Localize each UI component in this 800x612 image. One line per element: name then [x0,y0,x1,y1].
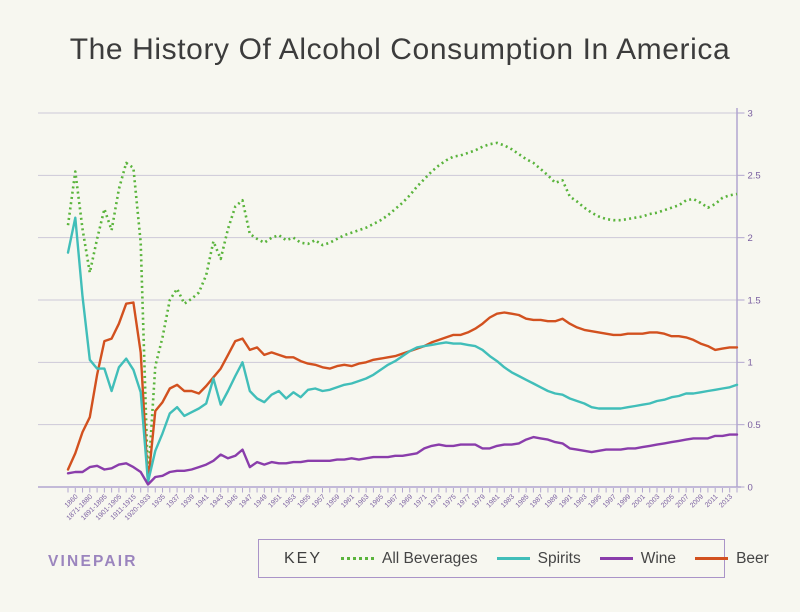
legend-swatch-all-beverages [341,557,375,560]
x-tick-label: 1999 [616,493,632,509]
x-tick-label: 1947 [238,493,254,509]
x-tick-label: 1941 [195,493,211,509]
x-tick-label: 1971 [413,493,429,509]
x-axis [38,486,741,493]
y-tick-label: 0.5 [748,420,761,431]
x-tick-label: 2003 [645,493,661,509]
x-tick-label: 1983 [500,493,516,509]
y-tick-label: 1 [748,358,753,369]
legend-label-spirits: Spirits [537,549,581,567]
x-tick-labels: 18601871-18801891-18951901-19051911-1915… [64,493,734,522]
x-tick-label: 1993 [573,493,589,509]
legend-item-spirits: Spirits [496,549,581,568]
legend-swatch-beer [695,557,729,560]
x-tick-label: 1939 [180,493,196,509]
x-tick-label: 2005 [660,493,676,509]
legend-item-all-beverages: All Beverages [341,550,478,568]
x-tick-label: 1963 [355,493,371,509]
line-spirits [66,216,739,484]
x-tick-label: 1953 [282,493,298,509]
x-tick-label: 1957 [311,493,327,509]
x-tick-label: 1973 [427,493,443,509]
x-tick-label: 2011 [704,493,720,509]
line-all-beverages [66,141,738,483]
x-tick-label: 1943 [209,493,225,509]
x-tick-label: 1987 [529,493,545,509]
x-tick-label: 1979 [471,493,487,509]
x-tick-label: 1989 [544,493,560,509]
x-tick-label: 1967 [384,493,400,509]
x-tick-label: 1975 [442,493,458,509]
legend-swatch-spirits [496,557,530,560]
legend-label-all-beverages: All Beverages [382,549,478,567]
x-tick-label: 1935 [151,493,167,509]
line-wine [66,433,739,486]
x-tick-label: 2001 [631,493,647,509]
x-tick-label: 2009 [689,493,705,509]
x-tick-label: 1937 [166,493,182,509]
legend-swatch-wine [599,557,633,560]
y-tick-label: 2.5 [748,171,761,182]
x-tick-label: 1995 [587,493,603,509]
y-tick-label: 1.5 [748,295,761,306]
legend-label-wine: Wine [640,549,677,567]
x-tick-label: 2013 [718,493,734,509]
x-tick-label: 1981 [485,493,501,509]
series-lines [66,141,739,486]
legend: KEY All Beverages Spirits Wine Beer [258,539,769,578]
vinepair-logo: VINEPAIR [48,553,138,570]
x-tick-label: 2007 [675,493,691,509]
x-tick-label: 1965 [369,493,385,509]
line-beer [66,301,739,485]
legend-label-beer: Beer [736,549,769,567]
y-tick-label: 2 [748,233,753,244]
page-title: The History Of Alcohol Consumption In Am… [69,33,731,66]
x-tick-label: 1969 [398,493,414,509]
y-axis: 0 0.5 1 1.5 2 2.5 3 [736,108,761,493]
x-tick-label: 1961 [340,493,356,509]
x-tick-label: 1959 [326,493,342,509]
x-tick-label: 1949 [253,493,269,509]
x-tick-label: 1977 [456,493,472,509]
x-tick-label: 1951 [267,493,283,509]
y-tick-label: 3 [748,108,753,119]
x-tick-label: 1985 [515,493,531,509]
y-tick-label: 0 [748,482,753,493]
x-tick-label: 1945 [224,493,240,509]
legend-item-beer: Beer [695,550,769,568]
legend-item-wine: Wine [599,549,677,568]
x-tick-label: 1955 [296,493,312,509]
x-tick-label: 1991 [558,493,574,509]
legend-key-label: KEY [284,549,323,567]
x-tick-label: 1997 [602,493,618,509]
